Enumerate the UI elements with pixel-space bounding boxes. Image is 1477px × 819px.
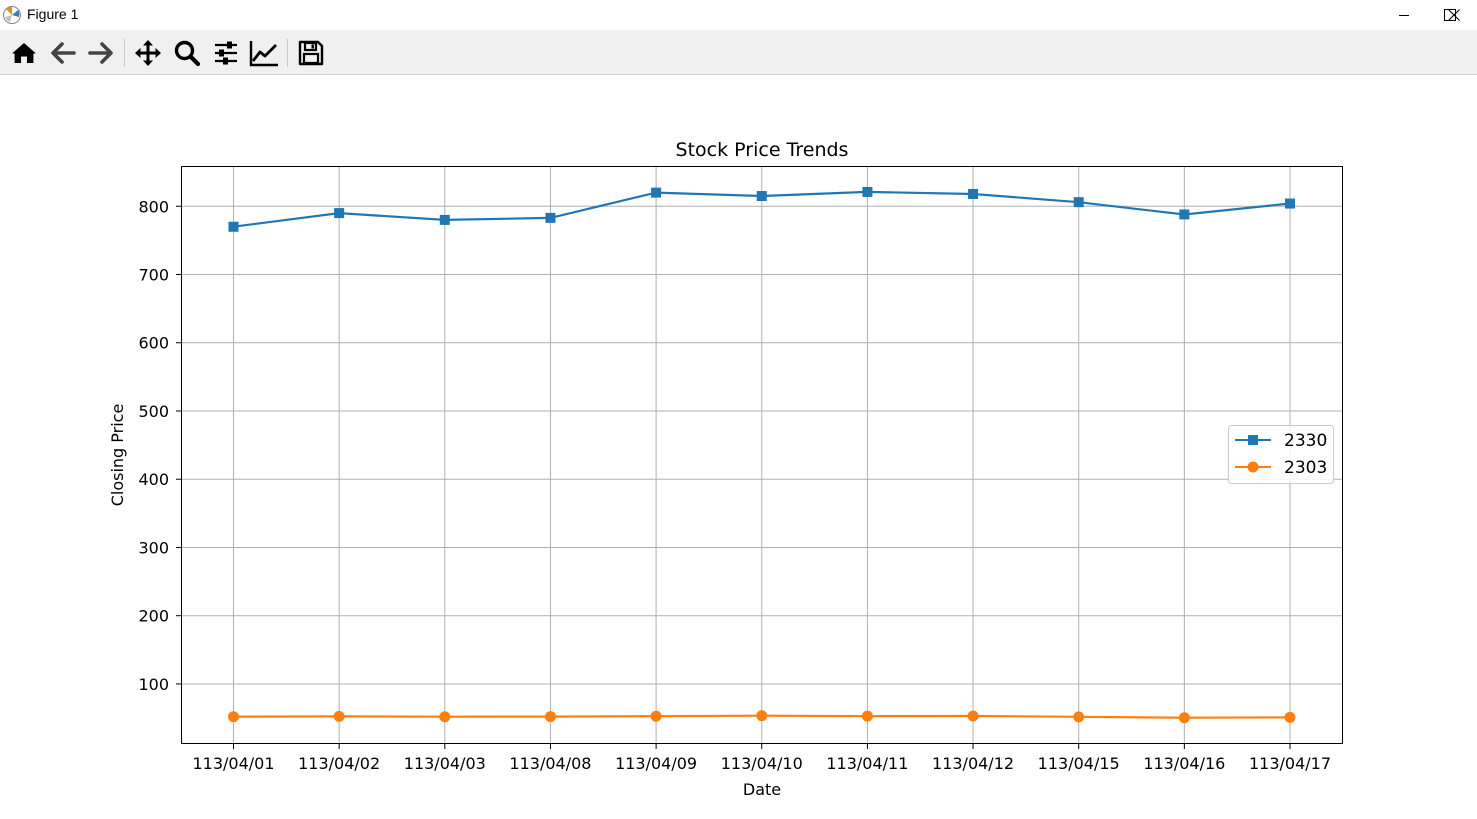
data-point-2303 [333, 710, 345, 722]
title-bar: Figure 1 [0, 0, 1477, 30]
y-tick-label: 300 [138, 538, 169, 557]
maximize-button[interactable] [1427, 0, 1473, 30]
save-button[interactable] [295, 37, 327, 69]
data-point-2330 [545, 212, 556, 223]
data-point-2303 [1178, 712, 1190, 724]
x-tick-label: 113/04/10 [721, 754, 803, 773]
x-tick-label: 113/04/02 [298, 754, 380, 773]
close-icon [1448, 9, 1460, 21]
toolbar-separator [287, 39, 288, 67]
legend-marker-2330 [1248, 435, 1258, 445]
y-tick-label: 100 [138, 675, 169, 694]
edit-axis-button[interactable] [248, 37, 280, 69]
data-point-2303 [439, 711, 451, 723]
y-tick-label: 400 [138, 470, 169, 489]
data-point-2303 [544, 711, 556, 723]
minimize-icon [1399, 15, 1409, 16]
close-button[interactable] [1431, 0, 1477, 30]
window-title: Figure 1 [27, 6, 79, 22]
pan-icon [135, 40, 161, 66]
edit-axis-icon [249, 41, 278, 67]
legend-label-2330: 2330 [1284, 431, 1327, 451]
x-tick-label: 113/04/11 [826, 754, 908, 773]
data-point-2330 [1285, 198, 1295, 209]
y-tick-label: 200 [138, 607, 169, 626]
data-point-2303 [1284, 711, 1296, 723]
home-icon [12, 43, 36, 63]
navigation-toolbar [0, 30, 1477, 75]
figure-canvas[interactable]: 113/04/01 113/04/02 113/04/03 113/04/08 113/… [0, 75, 1477, 815]
pan-button[interactable] [132, 37, 164, 69]
x-tick-label: 113/04/17 [1249, 754, 1331, 773]
data-point-2303 [756, 710, 768, 722]
axis-ticks: 113/04/01 113/04/02 113/04/03 113/04/08 113/… [138, 197, 1331, 773]
data-point-2303 [861, 710, 873, 722]
x-tick-label: 113/04/03 [404, 754, 486, 773]
x-tick-label: 113/04/16 [1143, 754, 1225, 773]
line-chart: 113/04/01 113/04/02 113/04/03 113/04/08 113/… [108, 139, 1343, 799]
minimize-button[interactable] [1381, 0, 1427, 30]
chart-title: Stock Price Trends [676, 139, 849, 161]
app-icon [3, 6, 21, 24]
data-point-2330 [756, 191, 767, 202]
x-tick-label: 113/04/15 [1038, 754, 1120, 773]
forward-icon [88, 42, 113, 64]
x-tick-label: 113/04/12 [932, 754, 1014, 773]
data-point-2330 [439, 214, 450, 225]
zoom-button[interactable] [171, 37, 203, 69]
legend-marker-2303 [1247, 461, 1259, 473]
data-point-2330 [651, 187, 662, 198]
grid-lines [181, 166, 1343, 744]
data-point-2330 [862, 186, 873, 197]
toolbar-separator [124, 39, 125, 67]
data-point-2330 [1073, 197, 1084, 208]
zoom-icon [174, 40, 201, 67]
y-tick-label: 700 [138, 266, 169, 285]
data-point-2330 [1179, 209, 1190, 220]
data-point-2330 [334, 208, 345, 219]
y-tick-label: 500 [138, 402, 169, 421]
y-tick-label: 800 [138, 197, 169, 216]
data-point-2330 [228, 221, 239, 232]
configure-subplots-button[interactable] [210, 37, 242, 69]
maximize-icon [1444, 9, 1456, 21]
data-series [228, 186, 1296, 724]
minimize-area [1381, 0, 1427, 30]
legend: 2330 2303 [1228, 425, 1334, 484]
plot-frame [181, 166, 1343, 744]
data-point-2330 [968, 188, 979, 199]
x-axis-label: Date [743, 780, 781, 799]
configure-subplots-icon [215, 41, 237, 65]
x-tick-label: 113/04/09 [615, 754, 697, 773]
x-tick-label: 113/04/01 [192, 754, 274, 773]
home-button[interactable] [8, 37, 40, 69]
legend-label-2303: 2303 [1284, 458, 1327, 478]
back-button[interactable] [47, 37, 79, 69]
y-axis-label: Closing Price [108, 404, 127, 507]
data-point-2303 [967, 710, 979, 722]
forward-button[interactable] [85, 37, 117, 69]
back-icon [51, 42, 76, 64]
save-icon [298, 40, 324, 66]
data-point-2303 [650, 710, 662, 722]
data-point-2303 [1073, 711, 1085, 723]
data-point-2303 [228, 711, 239, 723]
y-tick-label: 600 [138, 334, 169, 353]
x-tick-label: 113/04/08 [509, 754, 591, 773]
